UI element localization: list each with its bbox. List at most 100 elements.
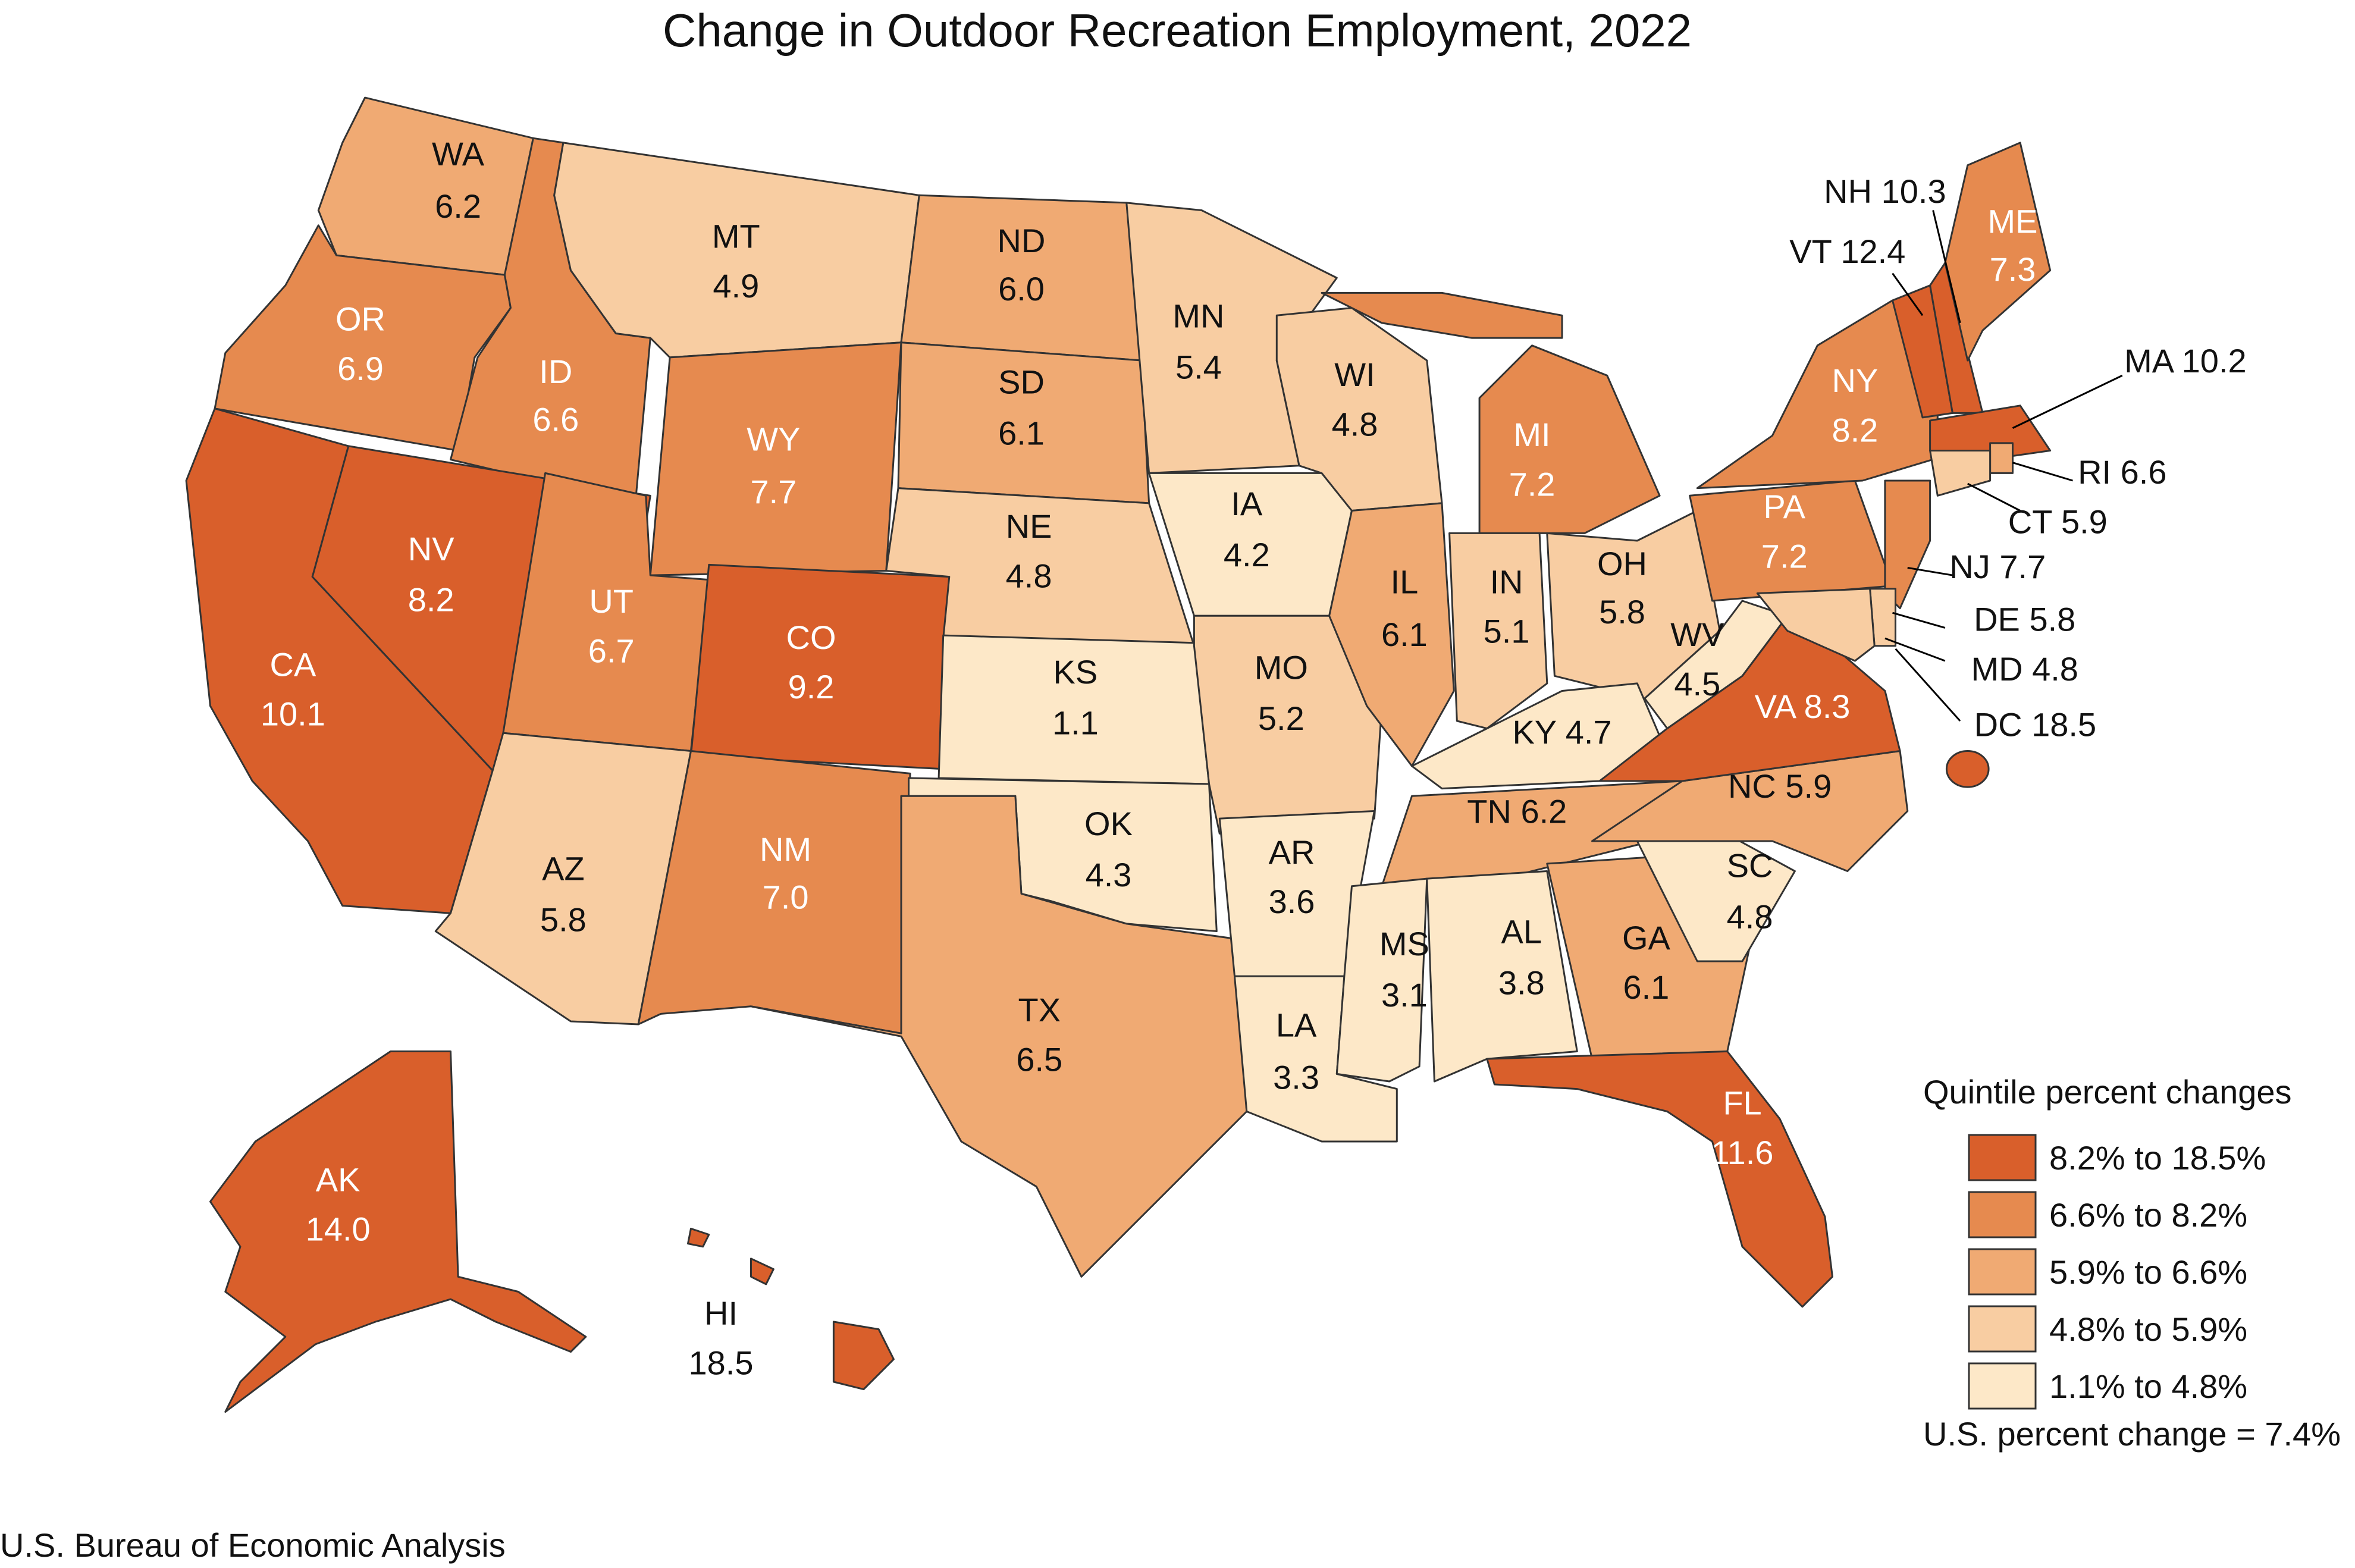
state-label-co: CO	[786, 619, 836, 656]
leader-line-ma	[2012, 374, 2123, 429]
state-shape-ky	[1411, 682, 1661, 790]
state-label-fl: FL	[1723, 1084, 1761, 1122]
state-shape-hi-part	[687, 1227, 710, 1248]
state-label-az: AZ	[542, 850, 585, 888]
state-value-oh: 5.8	[1599, 593, 1645, 631]
state-label-de: DE 5.8	[1974, 601, 2075, 638]
state-value-ny: 8.2	[1832, 411, 1878, 449]
state-label-ut: UT	[589, 582, 634, 620]
states-layer	[185, 96, 2052, 1413]
state-label-mn: MN	[1172, 297, 1224, 334]
legend-label-5: 1.1% to 4.8%	[2049, 1368, 2247, 1405]
state-shape-al	[1426, 870, 1578, 1083]
legend-label-4: 4.8% to 5.9%	[2049, 1310, 2247, 1348]
state-label-ky: KY 4.7	[1512, 713, 1611, 751]
legend: Quintile percent changes 8.2% to 18.5% 6.…	[1923, 1073, 2341, 1453]
state-value-mt: 4.9	[713, 267, 759, 305]
state-value-wy: 7.7	[750, 473, 797, 510]
state-shape-mi	[1478, 344, 1661, 534]
state-shape-dc	[1945, 750, 1990, 788]
state-value-nd: 6.0	[998, 270, 1045, 308]
state-label-nd: ND	[998, 222, 1046, 259]
leader-line-md	[1884, 637, 1946, 662]
state-shape-nj	[1884, 479, 1931, 610]
leader-line-nh	[1932, 210, 1961, 324]
state-value-la: 3.3	[1273, 1059, 1319, 1096]
source-credit: U.S. Bureau of Economic Analysis	[0, 1526, 506, 1564]
state-value-wa: 6.2	[435, 187, 481, 225]
state-shape-ri	[1989, 442, 2014, 474]
leader-line-ct	[1967, 482, 2021, 512]
labels-layer: WA 6.2 OR 6.9 CA 10.1 ID 6.6 NV 8.2 MT 4.9 WY 7.7 UT 6.…	[261, 135, 2247, 1382]
state-value-or: 6.9	[337, 350, 384, 387]
state-value-ca: 10.1	[261, 695, 325, 733]
state-label-ia: IA	[1231, 485, 1263, 522]
leader-line-nj	[1907, 566, 1953, 576]
state-value-ks: 1.1	[1052, 704, 1099, 742]
map-title: Change in Outdoor Recreation Employment,…	[663, 4, 1692, 57]
state-label-nc: NC 5.9	[1728, 767, 1832, 805]
state-label-ny: NY	[1832, 362, 1879, 399]
state-label-nv: NV	[408, 530, 454, 567]
state-label-wv: WV	[1670, 616, 1724, 653]
state-value-me: 7.3	[1990, 250, 2036, 288]
state-shape-tx	[750, 795, 1248, 1278]
state-label-me: ME	[1988, 202, 2038, 240]
legend-label-3: 5.9% to 6.6%	[2049, 1253, 2247, 1291]
state-label-ms: MS	[1379, 925, 1429, 962]
state-shape-ct	[1929, 450, 1992, 497]
state-shape-hi	[832, 1321, 895, 1391]
legend-swatch-4	[1968, 1305, 2037, 1353]
state-shape-hi-part	[750, 1257, 774, 1285]
state-shape-in	[1448, 532, 1548, 730]
state-label-nh: NH 10.3	[1824, 173, 1946, 210]
leader-line-de	[1892, 611, 1946, 629]
state-value-nm: 7.0	[763, 879, 809, 916]
state-label-va: VA 8.3	[1755, 688, 1851, 725]
state-label-nj: NJ 7.7	[1949, 548, 2046, 585]
legend-label-1: 8.2% to 18.5%	[2049, 1139, 2266, 1177]
state-value-co: 9.2	[788, 668, 835, 705]
state-value-ar: 3.6	[1269, 883, 1315, 920]
state-label-vt: VT 12.4	[1789, 233, 1905, 270]
state-value-ut: 6.7	[588, 632, 635, 670]
state-value-ms: 3.1	[1381, 976, 1428, 1014]
state-value-pa: 7.2	[1761, 537, 1808, 575]
state-value-sd: 6.1	[998, 414, 1045, 451]
state-label-wy: WY	[747, 421, 800, 458]
state-value-ne: 4.8	[1006, 557, 1052, 594]
state-label-ca: CA	[270, 645, 316, 683]
state-label-in: IN	[1490, 563, 1523, 600]
state-label-al: AL	[1501, 913, 1542, 951]
state-label-tx: TX	[1018, 991, 1061, 1028]
state-shape-md	[1756, 588, 1876, 662]
state-value-hi: 18.5	[689, 1344, 754, 1381]
legend-title: Quintile percent changes	[1923, 1073, 2292, 1111]
state-value-ak: 14.0	[306, 1211, 371, 1248]
state-value-az: 5.8	[540, 901, 587, 939]
state-value-il: 6.1	[1381, 616, 1428, 653]
legend-swatch-2	[1968, 1191, 2037, 1238]
state-value-sc: 4.8	[1727, 898, 1773, 936]
state-label-mt: MT	[712, 218, 760, 255]
state-value-wv: 4.5	[1674, 665, 1720, 703]
state-label-ne: NE	[1006, 507, 1052, 545]
state-label-ct: CT 5.9	[2008, 503, 2108, 540]
state-value-nv: 8.2	[408, 581, 454, 619]
state-value-mi: 7.2	[1509, 465, 1556, 503]
state-value-in: 5.1	[1484, 613, 1530, 650]
state-label-tn: TN 6.2	[1467, 793, 1567, 830]
state-value-ok: 4.3	[1086, 856, 1132, 893]
state-label-ga: GA	[1622, 919, 1671, 957]
state-value-ga: 6.1	[1623, 968, 1669, 1006]
state-shape-tn	[1381, 780, 1683, 888]
state-label-hi: HI	[704, 1294, 738, 1332]
state-shape-me	[1944, 142, 2052, 362]
legend-swatch-5	[1968, 1362, 2037, 1410]
state-label-la: LA	[1276, 1006, 1317, 1043]
state-label-id: ID	[539, 353, 572, 390]
leader-line-ri	[2012, 462, 2073, 482]
state-value-ia: 4.2	[1224, 536, 1270, 573]
leader-line-vt	[1892, 272, 1924, 316]
state-value-mn: 5.4	[1175, 348, 1222, 385]
